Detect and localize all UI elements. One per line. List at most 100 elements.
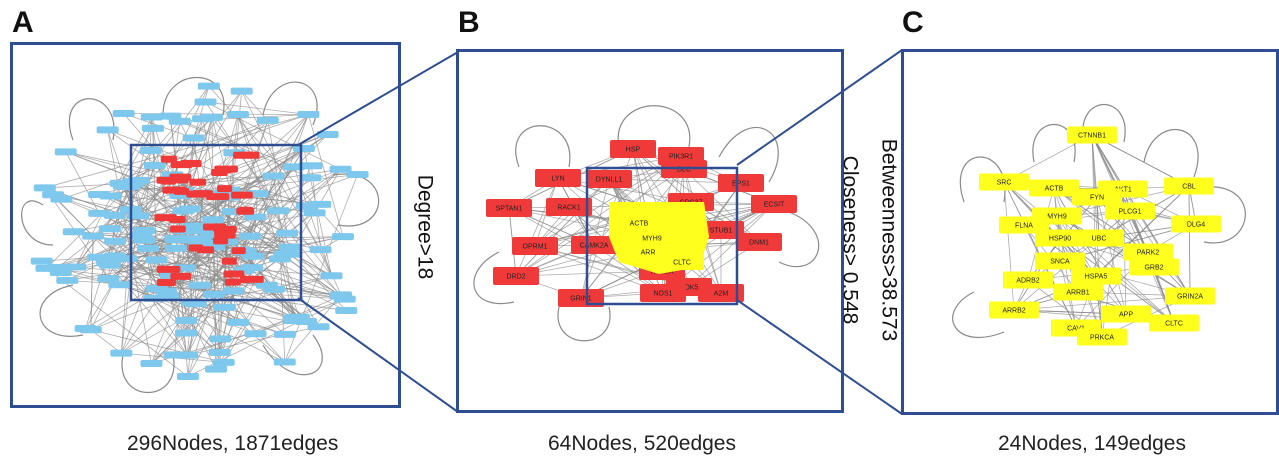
network-node: [30, 257, 53, 265]
edge: [90, 329, 224, 363]
edge: [1096, 196, 1127, 315]
network-node: [221, 257, 237, 265]
edge-loop: [473, 251, 515, 305]
node-label: ARRB1: [1066, 289, 1089, 296]
network-node: [182, 235, 205, 243]
network-node: [54, 148, 77, 156]
node-label: AKT1: [1114, 186, 1132, 193]
network-node: EPS1: [718, 174, 764, 192]
network-node: [273, 250, 296, 258]
network-node: [244, 330, 267, 338]
node-label: FLNA: [1015, 222, 1033, 229]
network-node: [172, 207, 195, 215]
edge: [61, 114, 309, 200]
node-label: DLC: [677, 166, 691, 173]
edge: [1091, 134, 1175, 324]
node-label: CTNNB1: [1078, 132, 1106, 139]
network-node: [42, 191, 65, 199]
edge: [186, 275, 332, 321]
network-node: OPRM1: [512, 237, 558, 255]
network-node: FYN: [1072, 188, 1122, 206]
node-label: STUB1: [710, 227, 733, 234]
network-node: [214, 231, 236, 239]
edge-loop: [1032, 124, 1076, 163]
network-node: CLTC: [1149, 314, 1199, 332]
edge: [284, 174, 358, 363]
node-label: HSPA5: [1085, 273, 1108, 280]
network-node: DNM1: [736, 233, 782, 251]
caption-b: 64Nodes, 520edges: [548, 432, 736, 455]
network-node: [307, 323, 330, 331]
network-node: [191, 115, 214, 123]
node-label: ACTB: [630, 220, 649, 227]
network-node: [49, 268, 72, 276]
network-node: [204, 365, 227, 373]
edge: [1013, 295, 1191, 311]
network-node: GRIN2A: [1165, 287, 1215, 305]
zoom-box-a: [129, 143, 303, 302]
edge: [175, 238, 286, 335]
network-node: [88, 209, 111, 217]
network-node: [164, 244, 187, 252]
edge: [191, 301, 285, 335]
network-node: [300, 162, 323, 170]
network-node: [346, 170, 369, 178]
network-node: APP: [1101, 305, 1151, 323]
edge: [237, 114, 321, 250]
edge-loop: [21, 200, 54, 246]
network-node: [297, 111, 320, 119]
network-node: [278, 243, 301, 251]
node-label: LYN: [551, 175, 564, 182]
network-node: [33, 184, 56, 192]
network-node: [331, 233, 354, 241]
edge: [515, 155, 682, 277]
node-label: EPS1: [732, 180, 750, 187]
edge-loop: [515, 125, 571, 168]
network-node: [176, 351, 199, 359]
network-b-graph: HSPPIK3R1LYNDYNLL1DLCEPS1SPTAN1RACK1CDC3…: [473, 105, 820, 342]
edge: [515, 178, 610, 277]
edge-loop: [952, 291, 1005, 338]
network-node: [143, 162, 166, 170]
caption-a: 296Nodes, 1871edges: [127, 432, 339, 455]
network-node: [156, 265, 181, 273]
degree-filter-label: Degree>18: [413, 174, 437, 280]
network-node: [226, 110, 249, 118]
network-node: [262, 172, 285, 180]
network-node: [197, 246, 215, 254]
network-node: [104, 237, 127, 245]
edge: [1053, 187, 1149, 253]
edge: [120, 128, 154, 184]
network-node: [316, 130, 339, 138]
network-node: [165, 236, 188, 244]
network-node: DLG4: [1171, 215, 1221, 233]
network-node: CLTC: [660, 254, 704, 270]
network-node: [330, 291, 353, 299]
network-node: SPTAN1: [486, 199, 532, 217]
network-node: [141, 124, 164, 132]
network-node: [202, 223, 227, 231]
edge: [232, 168, 341, 212]
edge-loop: [718, 127, 779, 183]
network-node: [88, 191, 111, 199]
network-node: [217, 185, 233, 193]
network-node: [140, 360, 163, 368]
network-node: [230, 87, 253, 95]
network-node: [110, 349, 133, 357]
network-node: [188, 281, 211, 289]
network-node: [98, 225, 121, 233]
edge: [106, 183, 135, 264]
network-node: [160, 155, 177, 163]
node-label: SRC: [997, 179, 1012, 186]
edge: [120, 119, 268, 184]
network-node: [335, 306, 358, 314]
edge: [180, 148, 305, 196]
edge-loop: [1143, 128, 1199, 178]
node-label: CDK5: [680, 284, 699, 291]
edge: [253, 169, 341, 257]
network-panel-a: [10, 42, 401, 408]
network-node: [98, 261, 121, 269]
network-node: ARRB2: [989, 301, 1039, 319]
node-label: ARR: [641, 249, 656, 256]
network-node: [202, 216, 225, 224]
